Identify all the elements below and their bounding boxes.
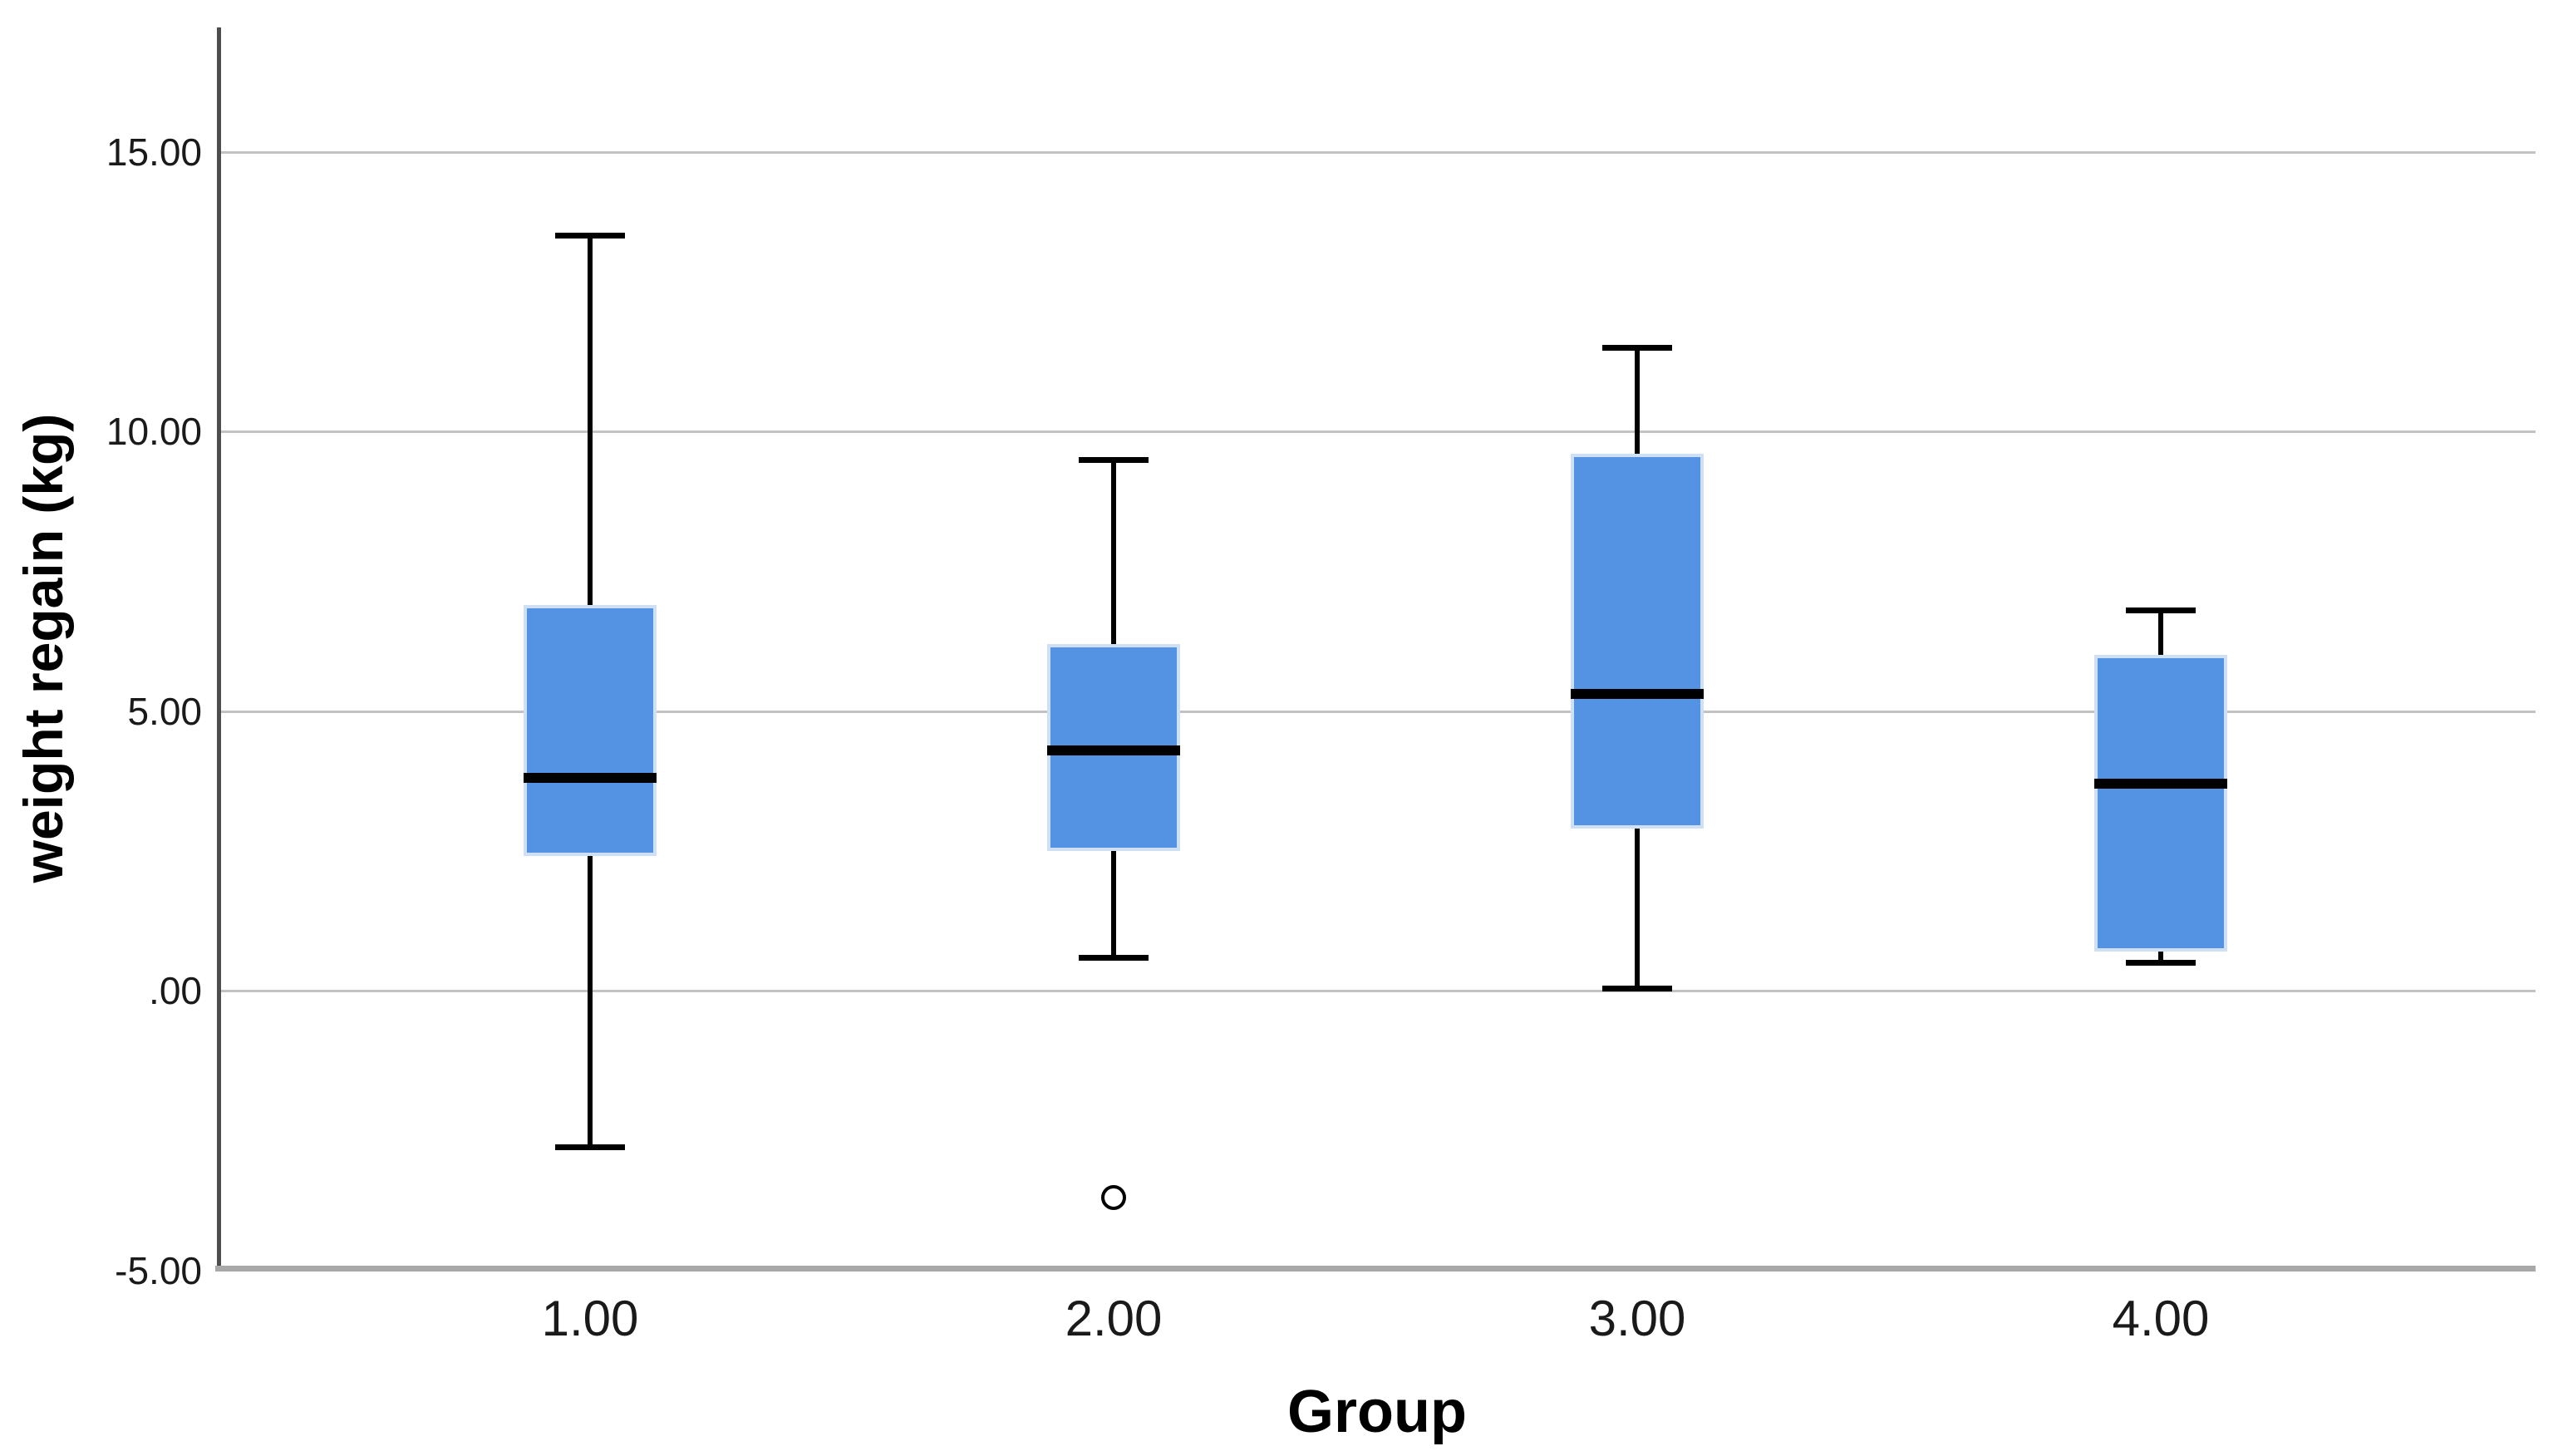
median-line bbox=[1047, 745, 1180, 755]
x-axis-line bbox=[215, 1266, 2536, 1272]
whisker-cap-top bbox=[555, 233, 625, 239]
outlier-point bbox=[1101, 1185, 1126, 1210]
whisker-cap-top bbox=[2126, 607, 2196, 613]
boxplot-box bbox=[2094, 655, 2227, 952]
y-tick-label: -5.00 bbox=[115, 1249, 202, 1292]
median-line bbox=[2094, 779, 2227, 789]
gridline bbox=[219, 990, 2536, 992]
whisker-cap-bottom bbox=[555, 1144, 625, 1150]
x-axis-title: Group bbox=[1287, 1379, 1467, 1445]
whisker-cap-top bbox=[1602, 345, 1672, 351]
x-tick-label: 1.00 bbox=[541, 1291, 639, 1346]
y-axis-line bbox=[217, 27, 221, 1269]
x-tick-label: 3.00 bbox=[1588, 1291, 1686, 1346]
whisker-cap-bottom bbox=[1079, 955, 1149, 961]
x-tick-label: 2.00 bbox=[1065, 1291, 1163, 1346]
median-line bbox=[1571, 689, 1704, 699]
y-tick-label: 10.00 bbox=[106, 410, 202, 453]
boxplot-box bbox=[524, 605, 657, 856]
median-line bbox=[524, 773, 657, 783]
y-tick-label: 5.00 bbox=[127, 690, 202, 733]
gridline bbox=[219, 711, 2536, 713]
x-tick-label: 4.00 bbox=[2112, 1291, 2210, 1346]
boxplot-box bbox=[1571, 454, 1704, 829]
y-tick-label: 15.00 bbox=[106, 130, 202, 174]
y-tick-label: .00 bbox=[149, 969, 202, 1012]
whisker-cap-bottom bbox=[1602, 986, 1672, 991]
gridline bbox=[219, 151, 2536, 154]
whisker-cap-bottom bbox=[2126, 960, 2196, 966]
gridline bbox=[219, 430, 2536, 433]
whisker-cap-top bbox=[1079, 457, 1149, 463]
y-axis-title: weight regain (kg) bbox=[12, 413, 74, 883]
